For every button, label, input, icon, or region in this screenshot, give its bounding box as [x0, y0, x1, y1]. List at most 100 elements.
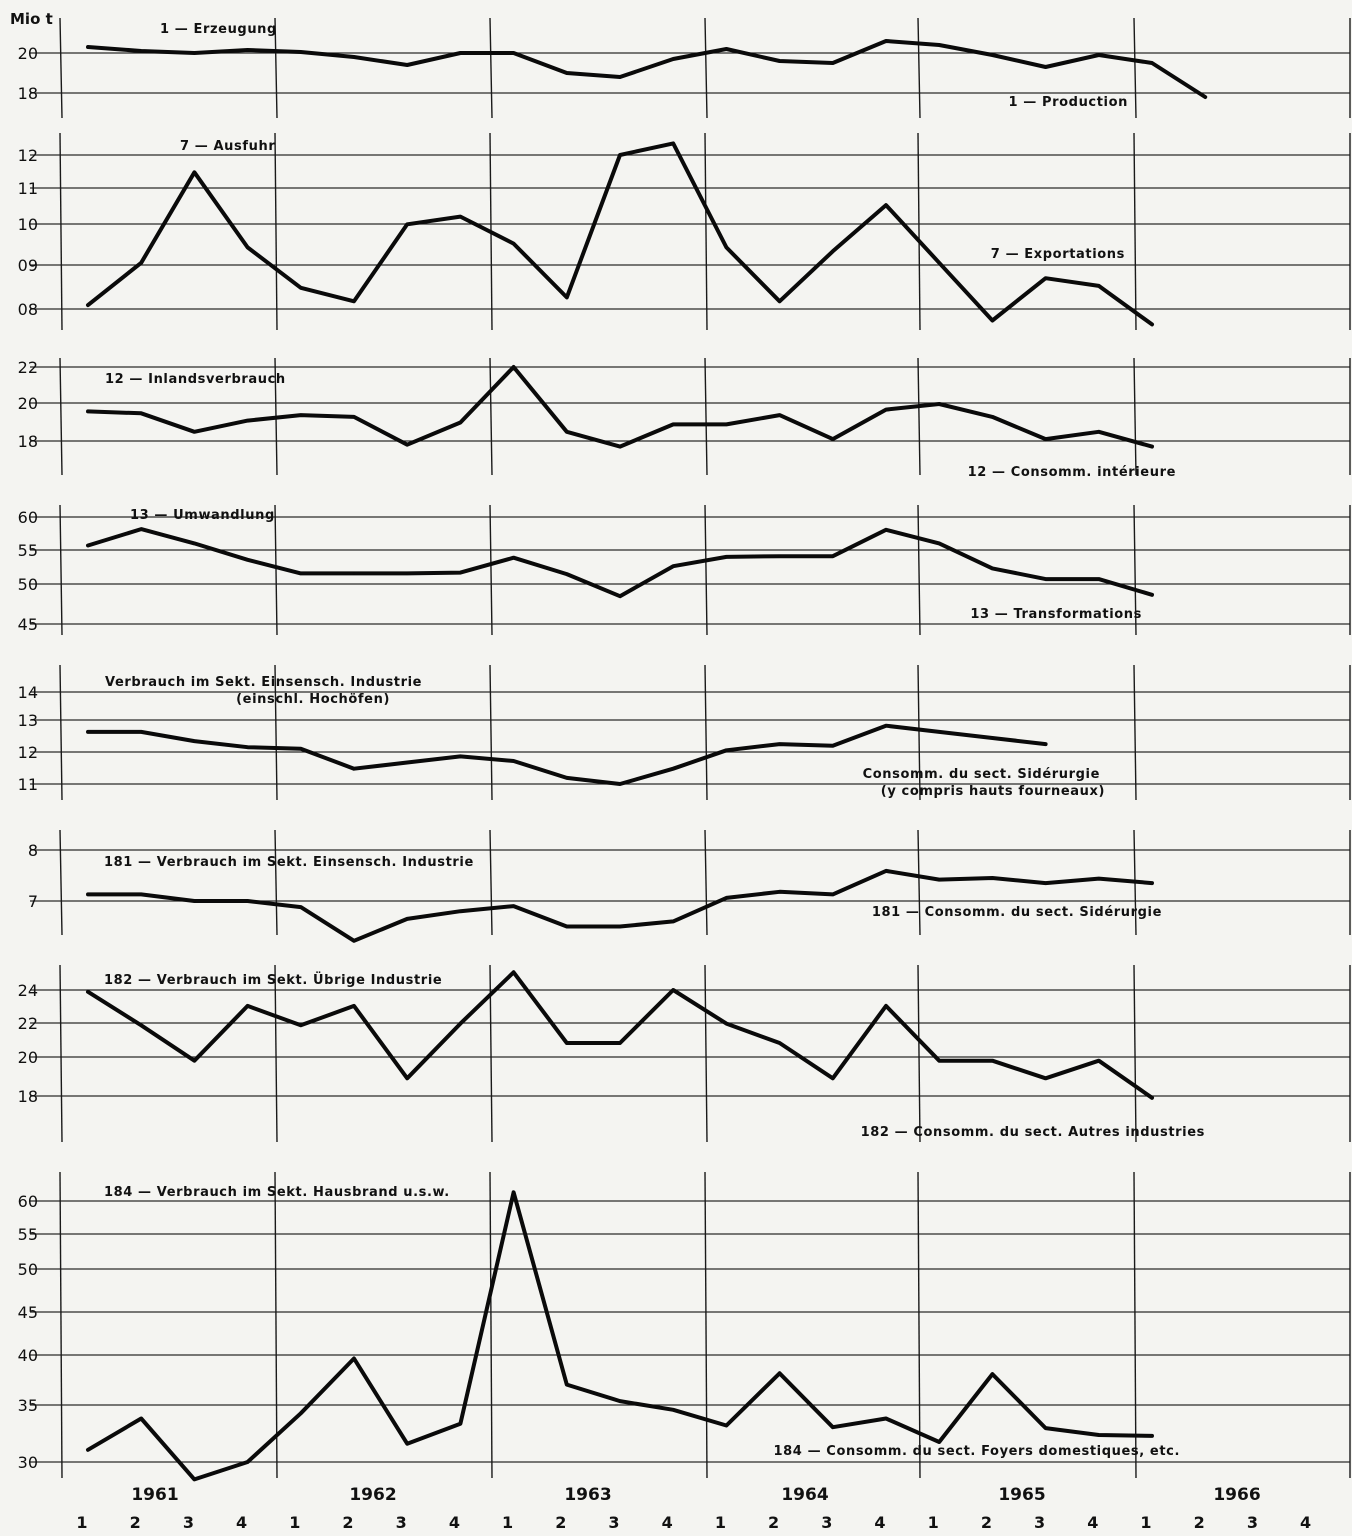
data-point [618, 782, 622, 786]
quarter-label: 2 [130, 1513, 141, 1532]
year-separator [917, 504, 921, 636]
series-label-german: Verbrauch im Sekt. Einsensch. Industrie [105, 675, 422, 690]
y-tick-label: 08 [18, 300, 38, 319]
year-label: 1966 [1213, 1485, 1260, 1505]
data-point [565, 572, 568, 576]
year-separator [489, 504, 493, 636]
data-point [778, 1041, 781, 1045]
data-point [725, 423, 728, 426]
y-tick-label: 20 [18, 44, 38, 63]
data-point [565, 71, 568, 75]
data-point [512, 556, 515, 559]
series-label-french: (y compris hauts fourneaux) [881, 784, 1105, 799]
year-separator [704, 1171, 708, 1479]
data-point [299, 413, 302, 417]
quarter-label: 4 [662, 1513, 673, 1532]
y-tick-label: 18 [18, 432, 38, 451]
series-label-french: 1 — Production [1009, 95, 1129, 110]
data-point [938, 1440, 941, 1444]
data-point [459, 215, 462, 218]
data-point [512, 759, 515, 763]
year-separator [704, 132, 708, 331]
year-separator [59, 664, 63, 801]
year-separator [274, 1171, 278, 1479]
data-point [246, 48, 249, 52]
data-point [352, 1357, 356, 1360]
quarter-label: 3 [396, 1513, 407, 1532]
data-point [299, 905, 302, 909]
data-point [884, 39, 888, 43]
data-point [86, 303, 90, 307]
data-point [352, 572, 356, 575]
data-point [193, 899, 196, 903]
year-separator [274, 829, 278, 936]
y-tick-label: 09 [18, 256, 38, 275]
chart-panel-5: 14 13 12 11 Verbrauch im Sekt. Einsensch. In… [18, 664, 1351, 801]
data-point [831, 250, 834, 253]
data-point [86, 45, 90, 49]
year-separator [704, 964, 708, 1143]
data-point [565, 925, 568, 928]
data-point [299, 50, 302, 54]
year-separator [489, 829, 493, 936]
data-point [512, 971, 515, 974]
data-point [140, 893, 143, 896]
data-point [299, 286, 302, 289]
y-tick-label: 60 [18, 1192, 38, 1211]
year-separator [59, 132, 63, 331]
year-separator [1133, 504, 1137, 636]
year-separator [704, 664, 708, 801]
time-axis: 1961 1962 1963 1964 1965 1966 1 2 3 4 1 2 3 4 1 2 3 4 1 2 3 4… [76, 1485, 1311, 1532]
year-separator [917, 357, 921, 476]
year-separator [59, 829, 63, 936]
quarter-label: 4 [874, 1513, 885, 1532]
data-point [140, 730, 143, 734]
data-point [1150, 1434, 1154, 1438]
data-point [672, 988, 675, 992]
data-point [86, 990, 90, 993]
y-tick-label: 35 [18, 1396, 38, 1415]
data-point [406, 443, 409, 446]
data-point [512, 242, 515, 245]
data-point [193, 171, 196, 174]
data-point [1204, 95, 1207, 99]
data-point [672, 1408, 675, 1412]
chart-panel-2: 12 11 10 09 08 7 — Ausfuhr 7 — Exportations [18, 132, 1351, 331]
series-label-french: 181 — Consomm. du sect. Sidérurgie [872, 905, 1162, 920]
data-point [991, 876, 994, 880]
data-point [406, 917, 409, 921]
year-separator [704, 17, 708, 119]
data-point [459, 51, 462, 55]
data-point [299, 572, 302, 575]
data-point [1044, 577, 1047, 581]
data-point [991, 736, 994, 740]
data-point [991, 319, 994, 322]
quarter-label: 2 [981, 1513, 992, 1532]
data-point [618, 1041, 622, 1045]
data-point [778, 1372, 781, 1375]
y-tick-label: 14 [18, 683, 38, 702]
data-point [991, 567, 994, 570]
data-point [193, 1059, 196, 1062]
quarter-label: 4 [1300, 1513, 1311, 1532]
data-point [406, 761, 409, 764]
data-point [1150, 61, 1154, 65]
y-tick-label: 22 [18, 358, 38, 377]
data-point [193, 542, 196, 545]
data-point [193, 1478, 196, 1481]
data-point [725, 555, 728, 559]
y-tick-label: 13 [18, 711, 38, 730]
year-separator [59, 17, 63, 119]
year-separator [704, 357, 708, 476]
data-point [140, 261, 143, 264]
y-tick-label: 12 [18, 743, 38, 762]
year-separator [59, 1171, 63, 1479]
data-point [991, 1059, 994, 1062]
quarter-label: 2 [342, 1513, 353, 1532]
data-point [406, 63, 409, 67]
quarter-label: 1 [502, 1513, 513, 1532]
data-point [938, 730, 941, 734]
data-point [991, 415, 994, 419]
data-point [86, 544, 90, 547]
